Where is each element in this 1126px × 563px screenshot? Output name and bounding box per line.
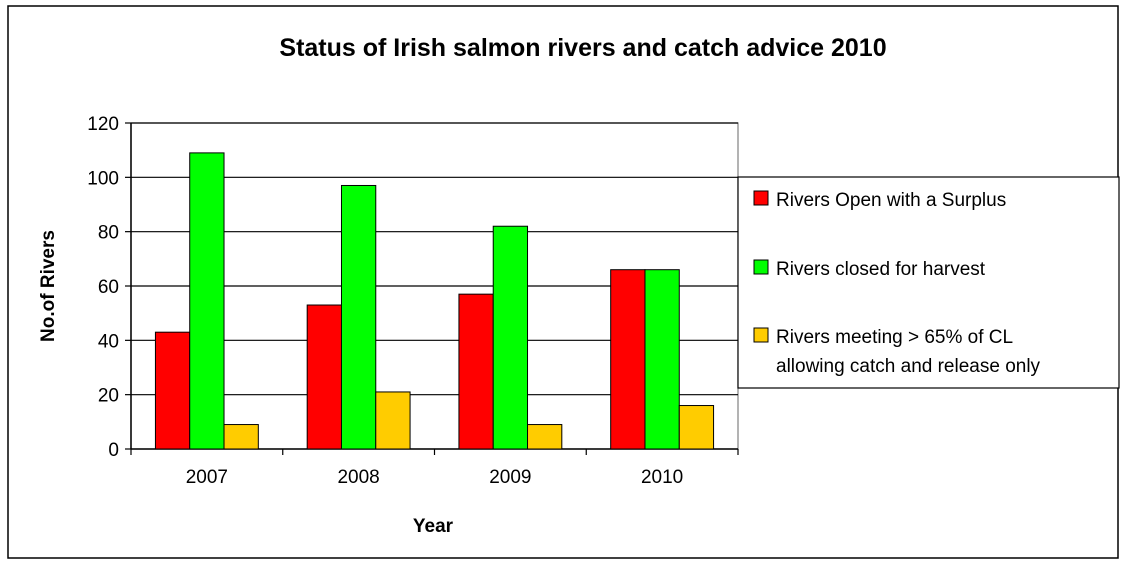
legend-box — [737, 176, 1120, 389]
legend: Rivers Open with a Surplus Rivers closed … — [737, 176, 1120, 389]
bar-2008-series-1 — [306, 304, 342, 450]
legend-swatch-2 — [753, 259, 769, 275]
bar-2007-series-2 — [189, 152, 225, 450]
bar-2007-series-3 — [223, 424, 259, 450]
y-tick-label: 80 — [98, 223, 119, 244]
y-tick-label: 0 — [108, 440, 119, 461]
y-tick-label: 100 — [87, 168, 119, 189]
y-axis-title: No.of Rivers — [38, 230, 59, 342]
bar-2010-series-1 — [610, 269, 646, 450]
chart-title: Status of Irish salmon rivers and catch … — [279, 34, 886, 62]
y-tick-label: 120 — [87, 114, 119, 135]
x-axis-title: Year — [413, 516, 454, 537]
bar-2009-series-2 — [492, 225, 529, 450]
x-tick-label: 2007 — [186, 467, 228, 488]
bar-2008-series-3 — [375, 391, 411, 450]
y-tick-label: 60 — [98, 277, 119, 298]
legend-label-1: Rivers Open with a Surplus — [776, 190, 1006, 211]
x-tick-label: 2008 — [337, 467, 379, 488]
legend-swatch-1 — [753, 190, 769, 206]
legend-label-2: Rivers closed for harvest — [776, 259, 986, 280]
x-tick-label: 2009 — [489, 467, 531, 488]
plot-area: 0 20 40 60 80 100 120 2007 2008 2009 2010 — [87, 114, 739, 488]
y-tick-label: 40 — [98, 331, 119, 352]
bar-2010-series-2 — [644, 269, 680, 450]
bar-2009-series-1 — [458, 293, 494, 450]
legend-swatch-3 — [753, 327, 769, 343]
y-tick-label: 20 — [98, 386, 119, 407]
bar-2010-series-3 — [678, 405, 715, 450]
bar-2009-series-3 — [527, 424, 563, 450]
bar-2008-series-2 — [340, 184, 377, 450]
x-tick-label: 2010 — [641, 467, 683, 488]
bar-2007-series-1 — [154, 331, 191, 450]
legend-label-3-line-1: Rivers meeting > 65% of CL — [776, 327, 1013, 348]
legend-label-3-line-2: allowing catch and release only — [776, 356, 1041, 377]
